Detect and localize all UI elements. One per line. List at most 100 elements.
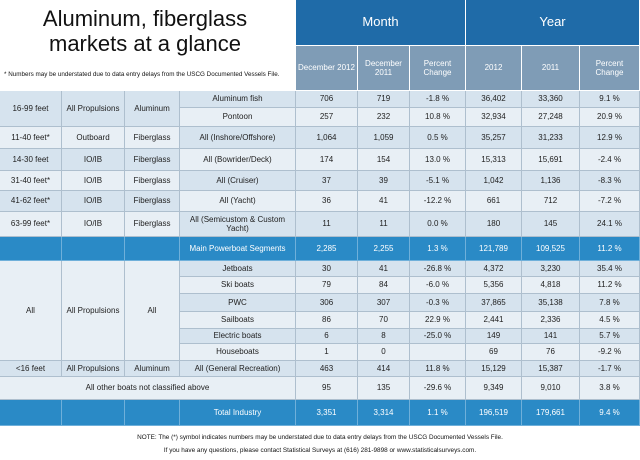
material-cell: Fiberglass: [125, 212, 180, 237]
value-cell: 20.9 %: [580, 108, 640, 127]
material-cell: Aluminum: [125, 361, 180, 377]
value-cell: 69: [466, 344, 522, 361]
value-cell: -7.2 %: [580, 191, 640, 212]
value-cell: 196,519: [466, 400, 522, 426]
value-cell: 7.8 %: [580, 294, 640, 312]
value-cell: 180: [466, 212, 522, 237]
value-cell: 35.4 %: [580, 261, 640, 277]
value-cell: 2,441: [466, 312, 522, 329]
value-cell: 174: [296, 149, 358, 171]
value-cell: 11.8 %: [410, 361, 466, 377]
value-cell: -26.8 %: [410, 261, 466, 277]
value-cell: 84: [358, 277, 410, 294]
footer-note: NOTE: The (*) symbol indicates numbers m…: [137, 434, 503, 441]
value-cell: -5.1 %: [410, 171, 466, 191]
value-cell: 232: [358, 108, 410, 127]
value-cell: -25.0 %: [410, 329, 466, 344]
value-cell: 31,233: [522, 127, 580, 149]
empty-cell: [125, 237, 180, 261]
empty-cell: [0, 237, 62, 261]
value-cell: 1: [296, 344, 358, 361]
segment-cell: Electric boats: [180, 329, 296, 344]
group-header: Year: [466, 0, 640, 46]
value-cell: 9.4 %: [580, 400, 640, 426]
column-header: December 2011: [358, 46, 410, 91]
segment-cell: Total Industry: [180, 400, 296, 426]
value-cell: 15,691: [522, 149, 580, 171]
value-cell: 9,349: [466, 377, 522, 400]
length-cell: 41-62 feet*: [0, 191, 62, 212]
value-cell: 1,059: [358, 127, 410, 149]
value-cell: 3,351: [296, 400, 358, 426]
segment-cell: Aluminum fish: [180, 91, 296, 108]
propulsion-cell: All Propulsions: [62, 361, 125, 377]
segment-cell: PWC: [180, 294, 296, 312]
value-cell: 5.7 %: [580, 329, 640, 344]
value-cell: -12.2 %: [410, 191, 466, 212]
value-cell: 70: [358, 312, 410, 329]
value-cell: 3.8 %: [580, 377, 640, 400]
segment-cell: All (Yacht): [180, 191, 296, 212]
value-cell: 1.1 %: [410, 400, 466, 426]
length-cell: 14-30 feet: [0, 149, 62, 171]
value-cell: -2.4 %: [580, 149, 640, 171]
value-cell: -6.0 %: [410, 277, 466, 294]
row-label: All other boats not classified above: [0, 377, 296, 400]
value-cell: 35,138: [522, 294, 580, 312]
material-cell: Fiberglass: [125, 171, 180, 191]
segment-cell: Sailboats: [180, 312, 296, 329]
segment-cell: Main Powerboat Segments: [180, 237, 296, 261]
column-header: Percent Change: [410, 46, 466, 91]
segment-cell: All (Bowrider/Deck): [180, 149, 296, 171]
segment-cell: All (Cruiser): [180, 171, 296, 191]
value-cell: 179,661: [522, 400, 580, 426]
value-cell: 15,313: [466, 149, 522, 171]
value-cell: 145: [522, 212, 580, 237]
value-cell: -1.8 %: [410, 91, 466, 108]
note: * Numbers may be understated due to data…: [4, 71, 280, 78]
propulsion-cell: Outboard: [62, 127, 125, 149]
value-cell: 76: [522, 344, 580, 361]
value-cell: 32,934: [466, 108, 522, 127]
value-cell: 121,789: [466, 237, 522, 261]
propulsion-cell: IO/IB: [62, 149, 125, 171]
value-cell: 79: [296, 277, 358, 294]
value-cell: 2,255: [358, 237, 410, 261]
footer-contact: If you have any questions, please contac…: [163, 447, 477, 454]
value-cell: -1.7 %: [580, 361, 640, 377]
length-cell: All: [0, 261, 62, 361]
value-cell: 712: [522, 191, 580, 212]
value-cell: 257: [296, 108, 358, 127]
value-cell: 4.5 %: [580, 312, 640, 329]
value-cell: 15,129: [466, 361, 522, 377]
value-cell: 1.3 %: [410, 237, 466, 261]
value-cell: 414: [358, 361, 410, 377]
segment-cell: Pontoon: [180, 108, 296, 127]
segment-cell: All (Semicustom & Custom Yacht): [180, 212, 296, 237]
empty-cell: [0, 400, 62, 426]
column-header: 2011: [522, 46, 580, 91]
value-cell: 0: [358, 344, 410, 361]
value-cell: 36,402: [466, 91, 522, 108]
value-cell: 39: [358, 171, 410, 191]
value-cell: 149: [466, 329, 522, 344]
length-cell: 11-40 feet*: [0, 127, 62, 149]
value-cell: [410, 344, 466, 361]
value-cell: 306: [296, 294, 358, 312]
value-cell: 15,387: [522, 361, 580, 377]
value-cell: 13.0 %: [410, 149, 466, 171]
value-cell: 463: [296, 361, 358, 377]
value-cell: 661: [466, 191, 522, 212]
material-cell: Fiberglass: [125, 191, 180, 212]
value-cell: 37,865: [466, 294, 522, 312]
value-cell: 36: [296, 191, 358, 212]
empty-cell: [62, 237, 125, 261]
value-cell: 2,336: [522, 312, 580, 329]
value-cell: 11.2 %: [580, 277, 640, 294]
value-cell: 141: [522, 329, 580, 344]
value-cell: 12.9 %: [580, 127, 640, 149]
value-cell: 706: [296, 91, 358, 108]
propulsion-cell: All Propulsions: [62, 261, 125, 361]
value-cell: 37: [296, 171, 358, 191]
